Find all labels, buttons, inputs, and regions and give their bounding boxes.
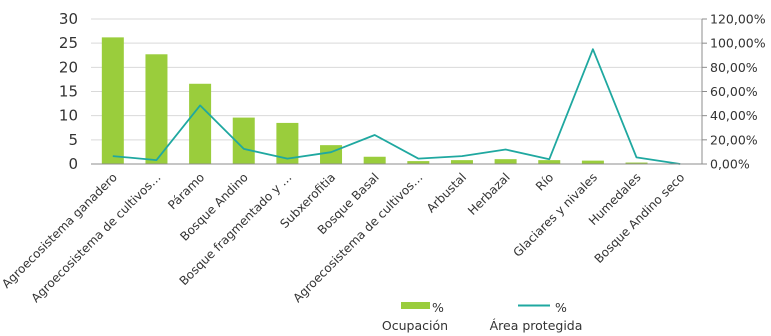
bar [276, 122, 299, 164]
y-left-tick-label: 10 [59, 107, 78, 125]
bar [450, 160, 473, 164]
y-right-tick-label: 20,00% [710, 132, 758, 147]
y-left-tick-label: 20 [59, 58, 78, 76]
y-axis-left: 0 5 10 15 20 25 30 [59, 10, 78, 173]
y-right-tick-label: 80,00% [710, 60, 758, 75]
x-tick-label: Bosque Andino seco [592, 170, 688, 266]
bar [538, 160, 561, 164]
bar [189, 83, 212, 164]
line-series-area-protegida [112, 48, 681, 165]
bar [320, 145, 343, 164]
x-tick-label: Arbustal [424, 170, 469, 215]
legend: % Ocupación % Área protegida [382, 300, 582, 333]
legend-label-bar: Ocupación [382, 318, 448, 333]
legend-swatch-bar [401, 302, 430, 309]
y-right-tick-label: 100,00% [710, 36, 766, 51]
legend-symbol-bar: % [432, 300, 444, 315]
y-left-tick-label: 15 [59, 83, 78, 101]
legend-label-line: Área protegida [490, 318, 583, 333]
bar [145, 54, 168, 164]
bar [232, 117, 255, 164]
y-right-tick-label: 0,00% [710, 157, 750, 172]
x-tick-label: Río [533, 170, 556, 193]
x-tick-label: Páramo [165, 170, 207, 212]
y-left-tick-label: 25 [59, 34, 78, 52]
y-right-tick-label: 60,00% [710, 84, 758, 99]
bar [407, 161, 430, 164]
y-left-tick-label: 30 [59, 10, 78, 28]
y-right-tick-label: 40,00% [710, 108, 758, 123]
x-tick-label: Glaciares y nivales [510, 170, 600, 260]
y-left-tick-label: 5 [68, 131, 78, 149]
series-line [112, 48, 681, 165]
y-axis-right: 0,00% 20,00% 40,00% 60,00% 80,00% 100,00% 120,… [701, 12, 766, 172]
bar [101, 37, 124, 164]
bar [494, 159, 517, 164]
y-left-tick-label: 0 [68, 155, 78, 173]
bar-series-ocupacion [101, 37, 648, 164]
bar [625, 162, 648, 164]
bar [581, 160, 604, 164]
x-tick-label: Herbazal [465, 170, 513, 218]
y-right-tick-label: 120,00% [710, 12, 766, 27]
bar [363, 156, 386, 164]
legend-symbol-line: % [555, 300, 567, 315]
